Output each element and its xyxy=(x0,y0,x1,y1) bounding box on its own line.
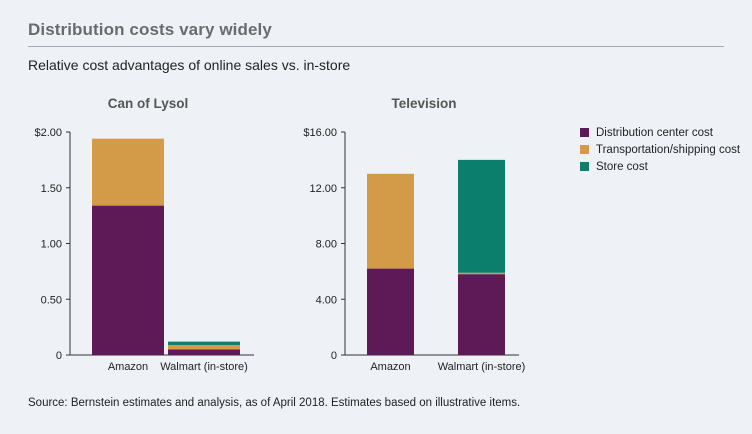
source-note: Source: Bernstein estimates and analysis… xyxy=(28,397,521,409)
chart-title: Distribution costs vary widely xyxy=(28,20,272,39)
y-tick-label: 4.00 xyxy=(316,294,337,306)
y-tick-label: 1.50 xyxy=(41,183,62,195)
y-tick-label: 0 xyxy=(56,350,62,362)
y-tick-label: $2.00 xyxy=(34,127,62,139)
bar-segment xyxy=(92,205,164,355)
bar-segment xyxy=(168,341,240,345)
panel-title: Television xyxy=(391,96,456,111)
bar-segment xyxy=(367,173,414,269)
legend-label-transport: Transportation/shipping cost xyxy=(596,143,741,156)
title-divider xyxy=(28,46,724,47)
y-tick-label: 12.00 xyxy=(309,183,337,195)
y-tick-label: 8.00 xyxy=(316,239,337,251)
panel-title: Can of Lysol xyxy=(108,96,189,111)
legend-item-distribution: Distribution center cost xyxy=(580,124,740,141)
legend: Distribution center cost Transportation/… xyxy=(580,124,740,175)
bar-segment xyxy=(458,274,505,355)
bar-segment xyxy=(458,159,505,273)
legend-label-store: Store cost xyxy=(596,160,648,173)
legend-swatch-store xyxy=(580,162,589,171)
x-category-label: Walmart (in-store) xyxy=(438,361,526,373)
y-tick-label: 0.50 xyxy=(41,294,62,306)
legend-swatch-distribution xyxy=(580,128,589,137)
legend-label-distribution: Distribution center cost xyxy=(596,126,713,139)
bar-segment xyxy=(92,138,164,206)
x-category-label: Walmart (in-store) xyxy=(160,361,248,373)
legend-swatch-transport xyxy=(580,145,589,154)
bar-segment xyxy=(458,272,505,275)
legend-item-transport: Transportation/shipping cost xyxy=(580,141,740,158)
y-tick-label: 0 xyxy=(331,350,337,362)
bar-segment xyxy=(367,268,414,355)
x-category-label: Amazon xyxy=(108,361,148,373)
y-tick-label: $16.00 xyxy=(303,127,337,139)
y-tick-label: 1.00 xyxy=(41,239,62,251)
legend-item-store: Store cost xyxy=(580,158,740,175)
x-category-label: Amazon xyxy=(370,361,410,373)
bar-segment xyxy=(168,349,240,355)
chart-subtitle: Relative cost advantages of online sales… xyxy=(28,57,351,73)
bar-segment xyxy=(168,344,240,350)
